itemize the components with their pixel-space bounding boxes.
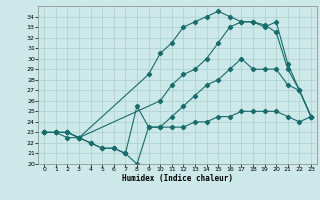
X-axis label: Humidex (Indice chaleur): Humidex (Indice chaleur) xyxy=(122,174,233,183)
